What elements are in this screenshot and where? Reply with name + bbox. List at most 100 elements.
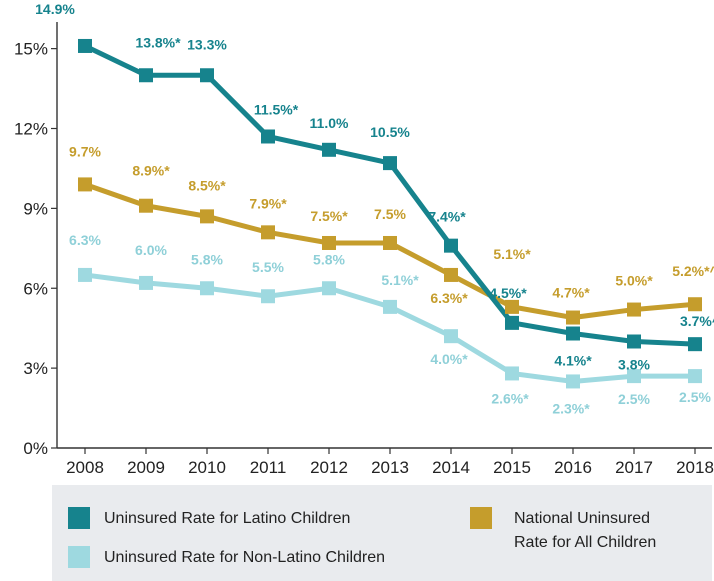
point-national (78, 177, 92, 192)
data-labels: 14.9% 13.8%* 13.3% 11.5%* 11.0% 10.5% 7.4%* 4.5… (35, 1, 714, 416)
point-latino (688, 337, 702, 352)
x-tick-label: 2013 (371, 458, 409, 477)
data-label-national: 6.3%* (430, 290, 468, 306)
data-label-latino: 11.0% (310, 115, 349, 131)
legend-label-non-latino: Uninsured Rate for Non-Latino Children (104, 549, 386, 566)
point-latino (200, 68, 214, 83)
point-non-latino (383, 299, 397, 314)
point-non-latino (78, 267, 92, 282)
point-latino (444, 238, 458, 253)
legend-swatch-national (470, 507, 492, 529)
data-label-latino: 4.5%* (489, 285, 527, 301)
data-label-non-latino: 2.5% (618, 391, 650, 407)
data-label-national: 7.5%* (310, 208, 348, 224)
y-tick-label: 9% (23, 199, 48, 218)
point-national (505, 299, 519, 314)
legend-label-latino: Uninsured Rate for Latino Children (104, 510, 351, 527)
legend: Uninsured Rate for Latino Children Unins… (52, 485, 712, 581)
point-non-latino (505, 366, 519, 381)
point-national (200, 209, 214, 224)
point-national (566, 310, 580, 325)
point-national (139, 198, 153, 213)
point-non-latino (627, 369, 641, 384)
point-non-latino (261, 289, 275, 304)
legend-item-non-latino: Uninsured Rate for Non-Latino Children (68, 546, 385, 570)
x-tick-label: 2012 (310, 458, 348, 477)
legend-label-national: National Uninsured Rate for All Children (514, 507, 656, 555)
point-latino (322, 142, 336, 157)
legend-label-national-line2: Rate for All Children (514, 534, 657, 551)
legend-swatch-non-latino (68, 546, 90, 568)
point-latino (261, 129, 275, 144)
legend-item-national: National Uninsured Rate for All Children (470, 507, 656, 555)
point-latino (566, 326, 580, 341)
data-label-non-latino: 6.0% (135, 242, 167, 258)
data-label-national: 5.1%* (493, 246, 531, 262)
point-latino (78, 38, 92, 53)
point-latino (505, 315, 519, 330)
point-latino (139, 68, 153, 83)
data-label-latino: 11.5%* (254, 101, 299, 117)
data-label-latino: 4.1%* (554, 353, 592, 369)
data-label-national: 8.5%* (188, 177, 226, 193)
x-tick-label: 2014 (432, 458, 470, 477)
x-tick-label: 2018 (676, 458, 714, 477)
x-tick-label: 2015 (493, 458, 531, 477)
point-non-latino (444, 329, 458, 344)
data-label-non-latino: 5.8% (191, 251, 223, 267)
data-label-non-latino: 4.0%* (430, 351, 468, 367)
data-label-latino: 13.3% (187, 36, 227, 52)
point-non-latino (139, 275, 153, 290)
y-tick-label: 3% (23, 359, 48, 378)
y-tick-label: 0% (23, 439, 48, 458)
data-label-non-latino: 5.8% (313, 251, 345, 267)
point-non-latino (566, 374, 580, 389)
x-tick-label: 2017 (615, 458, 653, 477)
data-label-non-latino: 2.6%* (491, 390, 529, 406)
y-tick-label: 12% (14, 120, 48, 139)
data-label-national: 5.2%*^ (672, 263, 714, 279)
point-latino (383, 156, 397, 171)
x-tick-label: 2009 (127, 458, 165, 477)
point-national (627, 302, 641, 317)
data-label-latino: 3.7%^ (680, 313, 714, 329)
line-chart: 0% 3% 6% 9% 12% 15% 2008 2009 2010 2011 2012 2013 20… (14, 1, 714, 477)
data-label-non-latino: 2.3%* (552, 400, 590, 416)
x-tick-label: 2016 (554, 458, 592, 477)
axes: 0% 3% 6% 9% 12% 15% 2008 2009 2010 2011 2012 2013 20… (14, 22, 714, 477)
series-line-latino (83, 43, 696, 347)
x-tick-label: 2011 (250, 458, 287, 477)
legend-label-national-line1: National Uninsured (514, 510, 651, 527)
series-line-national (84, 182, 696, 321)
data-label-non-latino: 5.5% (252, 259, 284, 275)
data-label-national: 7.5% (374, 206, 406, 222)
point-latino (627, 334, 641, 349)
data-label-national: 7.9%* (249, 195, 287, 211)
data-label-latino: 10.5% (370, 124, 410, 140)
data-markers (78, 38, 702, 389)
point-national (261, 225, 275, 240)
point-national (383, 235, 397, 250)
data-label-national: 5.0%* (615, 273, 653, 289)
data-label-national: 8.9%* (132, 163, 170, 179)
data-label-non-latino: 6.3% (69, 232, 101, 248)
data-label-latino: 3.8% (618, 357, 650, 373)
point-national (688, 297, 702, 312)
data-label-latino: 7.4%* (428, 209, 466, 225)
x-tick-label: 2010 (188, 458, 226, 477)
x-tick-label: 2008 (66, 458, 104, 477)
y-tick-label: 15% (14, 40, 48, 59)
legend-swatch-latino (68, 507, 90, 529)
point-non-latino (688, 369, 702, 384)
legend-item-latino: Uninsured Rate for Latino Children (68, 507, 350, 531)
data-label-national: 9.7% (69, 143, 101, 159)
data-label-non-latino: 2.5% (679, 389, 711, 405)
data-label-national: 4.7%* (552, 285, 590, 301)
point-national (322, 235, 336, 250)
data-label-latino: 14.9% (35, 1, 75, 17)
point-non-latino (322, 281, 336, 296)
data-label-non-latino: 5.1%* (381, 272, 419, 288)
data-label-latino: 13.8%* (135, 34, 181, 50)
point-non-latino (200, 281, 214, 296)
